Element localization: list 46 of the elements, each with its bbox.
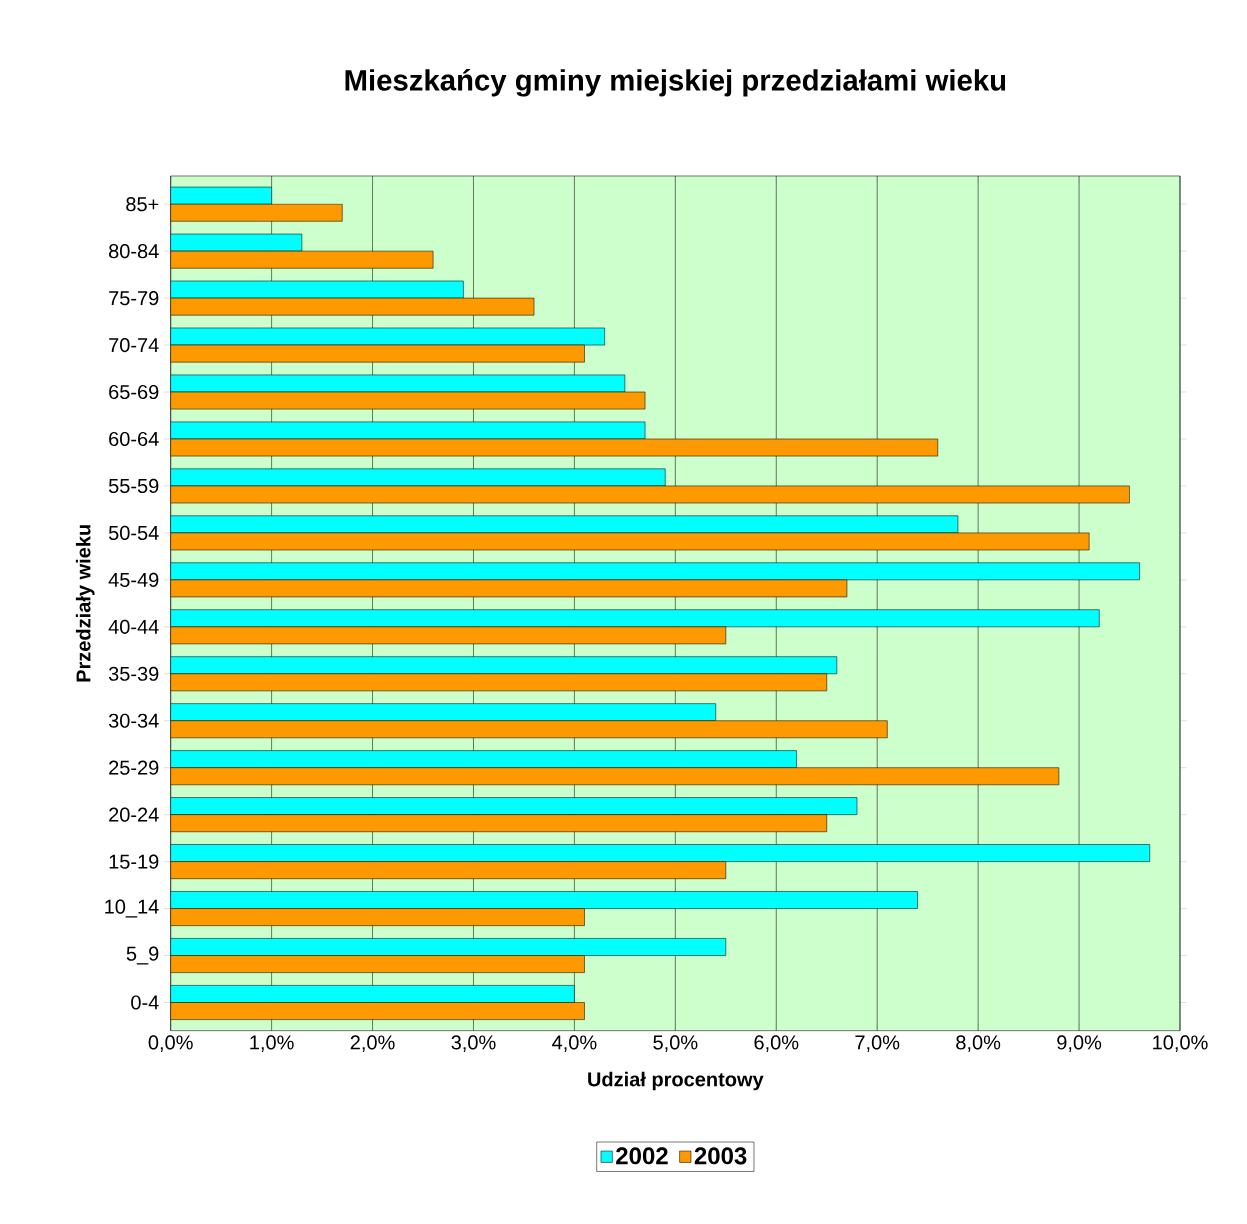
chart-title: Mieszkańcy gminy miejskiej przedziałami wieku bbox=[345, 68, 1006, 97]
y-tick-label: 85+ bbox=[126, 197, 159, 212]
y-tick-label: 80-84 bbox=[109, 244, 159, 259]
legend-label: 2003 bbox=[694, 1147, 747, 1165]
y-tick-label: 65-69 bbox=[109, 384, 159, 400]
y-tick-label: 30-34 bbox=[108, 713, 159, 728]
x-tick-label: 10,0% bbox=[1153, 1035, 1208, 1052]
x-tick-label: 6,0% bbox=[754, 1035, 799, 1052]
y-tick-label: 35-39 bbox=[108, 666, 159, 681]
x-axis-title: Udział procentowy bbox=[588, 1071, 764, 1091]
y-tick-label: 60-64 bbox=[109, 431, 159, 447]
bar bbox=[170, 767, 1060, 786]
y-tick-label: 10_14 bbox=[105, 899, 159, 918]
bar bbox=[170, 814, 827, 833]
x-tick-label: 3,0% bbox=[451, 1035, 496, 1052]
y-tick-label: 20-24 bbox=[109, 807, 159, 822]
x-tick-label: 0,0% bbox=[148, 1035, 193, 1052]
legend-label: 2002 bbox=[616, 1147, 668, 1165]
bar bbox=[170, 955, 585, 973]
y-tick-label: 15-19 bbox=[109, 854, 159, 869]
bar bbox=[170, 203, 343, 222]
y-tick-label: 70-74 bbox=[109, 337, 159, 353]
y-tick-label: 25-29 bbox=[109, 760, 159, 775]
x-tick-label: 8,0% bbox=[956, 1035, 1001, 1052]
y-tick-label: 0-4 bbox=[131, 995, 159, 1010]
y-tick-label: 75-79 bbox=[109, 291, 159, 306]
y-tick-label: 55-59 bbox=[108, 478, 159, 493]
x-tick-label: 9,0% bbox=[1057, 1035, 1102, 1052]
x-tick-label: 1,0% bbox=[250, 1035, 294, 1052]
y-tick-label: 45-49 bbox=[108, 572, 159, 587]
y-axis-title: Przedziały wieku bbox=[75, 525, 95, 682]
x-tick-label: 7,0% bbox=[855, 1035, 900, 1052]
bar bbox=[170, 1002, 585, 1020]
y-tick-label: 5_9 bbox=[126, 946, 159, 965]
y-tick-label: 40-44 bbox=[108, 619, 159, 634]
bar bbox=[170, 250, 434, 269]
bar bbox=[170, 626, 727, 645]
y-tick-label: 50-54 bbox=[108, 525, 159, 540]
bar bbox=[170, 720, 888, 739]
bar bbox=[170, 673, 827, 692]
x-tick-label: 4,0% bbox=[552, 1035, 597, 1052]
bar bbox=[170, 861, 727, 879]
bar bbox=[170, 908, 585, 926]
x-tick-label: 2,0% bbox=[350, 1035, 395, 1052]
bar bbox=[170, 297, 535, 316]
x-tick-label: 5,0% bbox=[653, 1035, 698, 1052]
